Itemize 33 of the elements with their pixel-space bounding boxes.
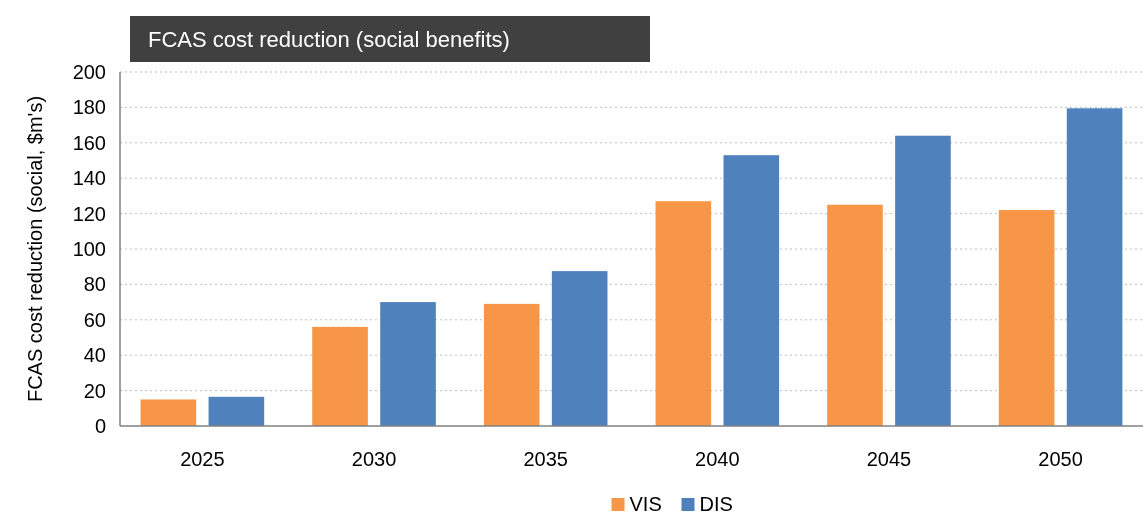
bar xyxy=(827,204,883,426)
x-tick-label: 2050 xyxy=(1038,448,1083,470)
x-tick-label: 2040 xyxy=(695,448,740,470)
bar xyxy=(312,326,368,426)
y-tick-label: 160 xyxy=(72,131,106,154)
y-tick-label: 20 xyxy=(83,379,106,402)
bar xyxy=(655,201,712,426)
chart-title: FCAS cost reduction (social benefits) xyxy=(148,27,510,52)
y-tick-label: 140 xyxy=(72,167,106,190)
bar xyxy=(380,302,436,426)
y-tick-label: 60 xyxy=(83,308,106,331)
x-tick-label: 2025 xyxy=(180,448,225,470)
y-tick-label: 0 xyxy=(94,415,106,437)
bar xyxy=(895,135,951,426)
legend-label: DIS xyxy=(699,493,733,513)
bar xyxy=(140,399,197,426)
x-tick-label: 2045 xyxy=(866,448,912,470)
bar xyxy=(1066,108,1123,426)
bar xyxy=(483,303,540,426)
y-tick-label: 40 xyxy=(83,344,106,367)
bar xyxy=(723,155,780,426)
x-tick-label: 2035 xyxy=(523,448,568,470)
y-axis-title: FCAS cost reduction (social, $m's) xyxy=(24,95,46,403)
y-tick-label: 180 xyxy=(72,96,106,119)
y-tick-label: 120 xyxy=(72,202,106,225)
bar xyxy=(551,271,608,426)
bar xyxy=(208,396,265,426)
y-tick-label: 200 xyxy=(72,61,106,83)
y-tick-label: 100 xyxy=(72,238,106,260)
y-tick-label: 80 xyxy=(83,273,106,296)
bar xyxy=(998,210,1055,426)
x-tick-label: 2030 xyxy=(351,448,397,470)
legend-label: VIS xyxy=(629,493,662,513)
